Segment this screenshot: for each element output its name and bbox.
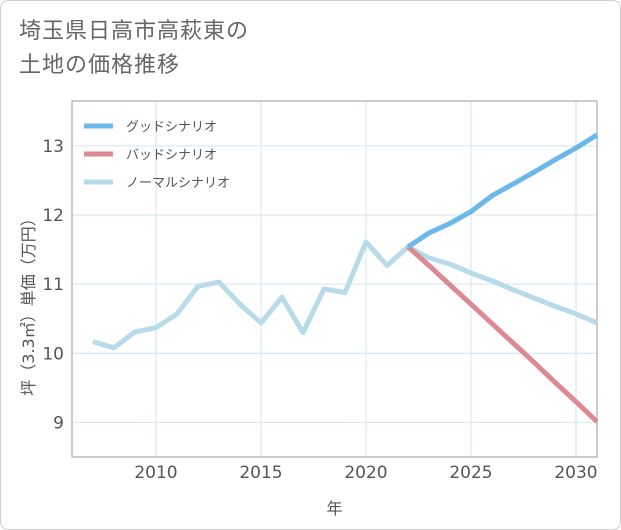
- good-scenario-line: [406, 132, 599, 249]
- bad-scenario-line: [406, 245, 599, 424]
- y-axis-label: 坪（3.3㎡）単価（万円）: [19, 210, 38, 395]
- y-tick-label-13: 13: [42, 137, 64, 157]
- y-tick-label-10: 10: [42, 344, 64, 364]
- legend-bad-label: バッドシナリオ: [126, 148, 217, 163]
- x-tick-label-2030: 2030: [554, 463, 597, 483]
- grid-lines: [72, 101, 597, 457]
- x-tick-label-2025: 2025: [449, 463, 492, 483]
- y-tick-label-9: 9: [53, 413, 64, 433]
- series-lines: [92, 132, 599, 424]
- plot-area: [71, 100, 598, 458]
- chart-title-line2: 土地の価格推移: [19, 53, 181, 78]
- legend-normal-label: ノーマルシナリオ: [126, 176, 230, 191]
- axis-ticks: 2010 2015 2020 2025 2030 9 10 11 12 13: [42, 137, 597, 483]
- chart-title-line1: 埼玉県日高市高萩東の: [19, 19, 250, 44]
- y-tick-label-12: 12: [42, 206, 64, 226]
- normal-scenario-line: [92, 239, 598, 351]
- x-tick-label-2015: 2015: [239, 463, 282, 483]
- y-tick-label-11: 11: [42, 275, 64, 295]
- x-tick-label-2020: 2020: [344, 463, 387, 483]
- chart-title: 埼玉県日高市高萩東の 土地の価格推移: [19, 15, 249, 83]
- legend-good-label: グッドシナリオ: [126, 120, 217, 135]
- x-axis-label: 年: [326, 499, 342, 518]
- x-tick-label-2010: 2010: [134, 463, 177, 483]
